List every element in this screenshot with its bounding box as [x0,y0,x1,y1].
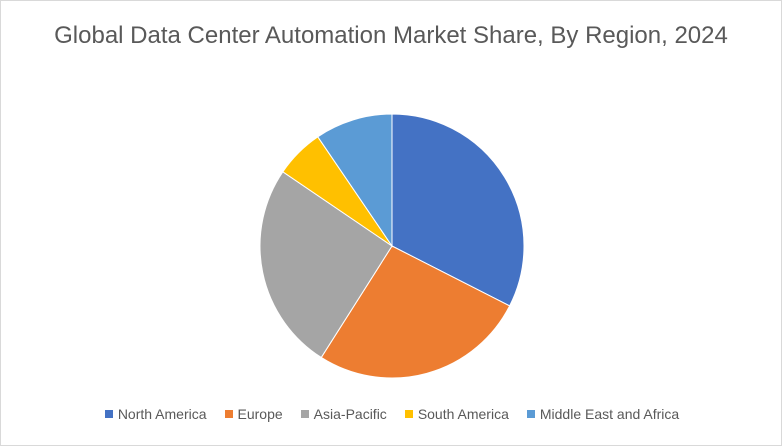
pie-slice-north-america [391,113,525,307]
legend-swatch [104,410,113,418]
legend-label: Europe [237,406,283,422]
legend-label: Asia-Pacific [313,406,387,422]
pie-slice-asia-pacific [259,171,393,359]
legend-swatch [404,410,413,418]
legend-item: Asia-Pacific [300,406,387,422]
legend-item: Europe [224,406,283,422]
chart-title: Global Data Center Automation Market Sha… [54,22,728,49]
legend-swatch [526,410,535,418]
legend-swatch [224,410,233,418]
legend-item: South America [404,406,509,422]
legend-swatch [300,410,309,418]
legend-label: North America [117,406,207,422]
legend-item: North America [104,406,207,422]
pie-slice-middle-east-and-africa [317,113,393,248]
chart-legend: North America Europe Asia-Pacific South Ame… [1,406,782,422]
pie-slice-europe [320,245,511,379]
legend-item: Middle East and Africa [526,406,680,422]
legend-label: South America [417,406,509,422]
legend-label: Middle East and Africa [539,406,680,422]
